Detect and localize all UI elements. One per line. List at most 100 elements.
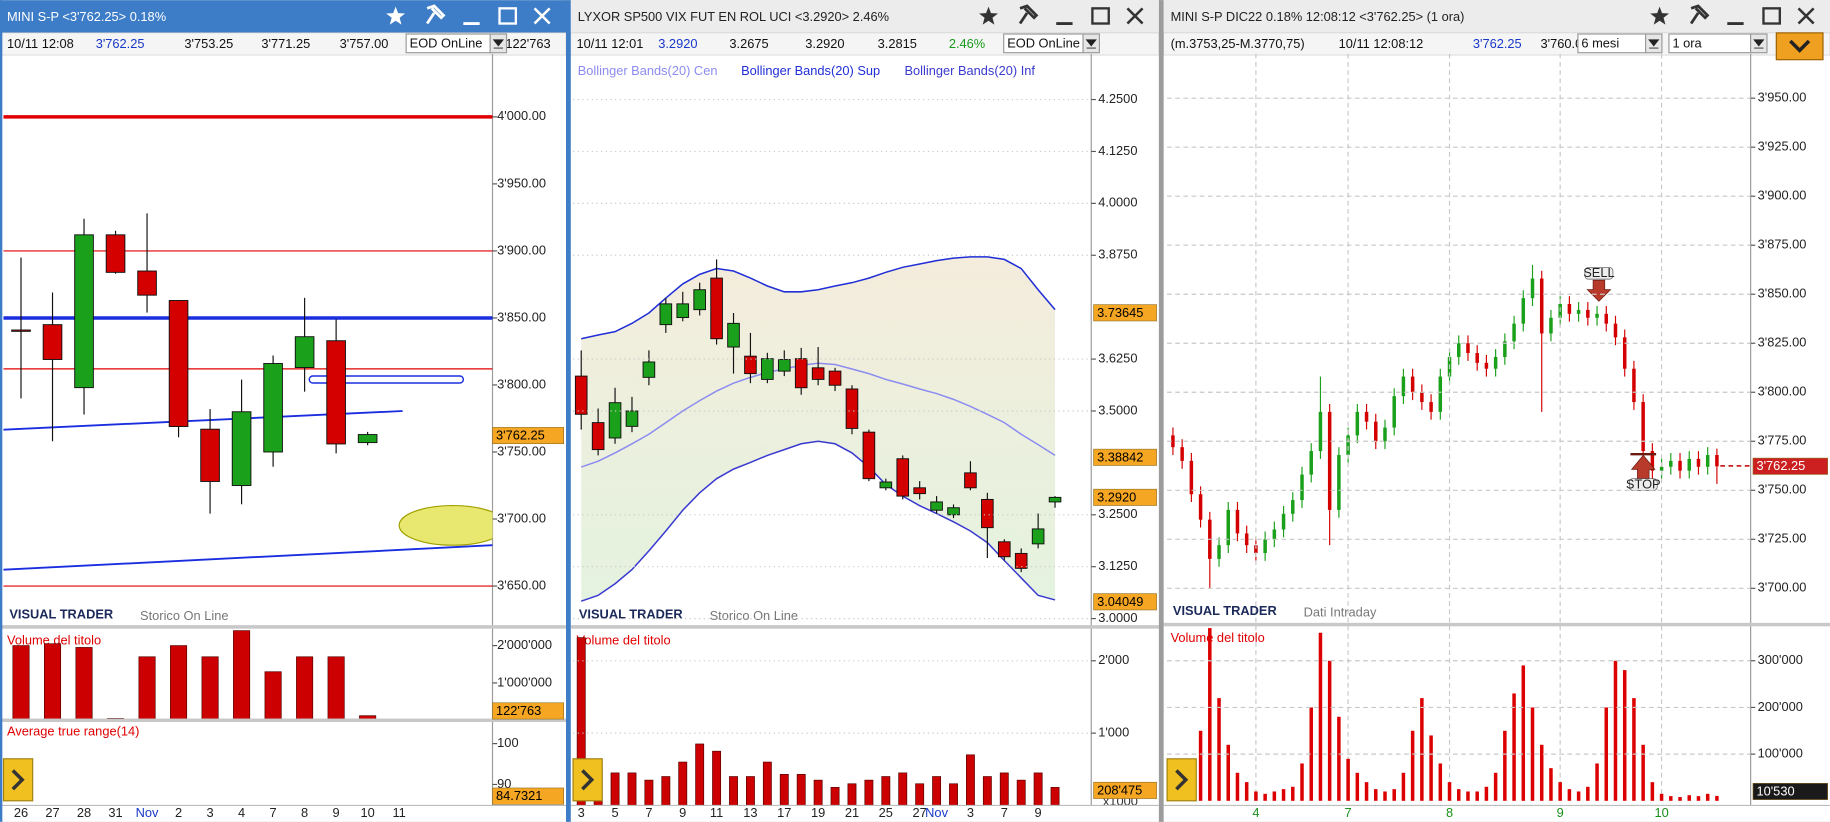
volume-bar (43, 643, 62, 721)
x-tick-label: 8 (301, 805, 308, 820)
volume-bar (1456, 789, 1461, 801)
selector-arrow[interactable] (1753, 39, 1765, 49)
candle-body (862, 431, 876, 480)
volume-bar (1392, 789, 1396, 801)
candle-body (1217, 545, 1221, 559)
maximize-icon[interactable] (1762, 7, 1781, 25)
volume-bar (1272, 791, 1277, 801)
selector-value[interactable]: 1 ora (1672, 35, 1702, 50)
volume-bar (1475, 791, 1479, 801)
tools-icon[interactable] (425, 4, 446, 25)
volume-bar (1576, 791, 1581, 801)
volume-bar (1530, 707, 1535, 801)
window-left-border (0, 0, 3, 822)
info-field: 10/11 12:01 (577, 36, 644, 51)
volume-bar (327, 656, 345, 721)
volume-bar (12, 645, 30, 721)
scroll-button[interactable] (572, 758, 603, 802)
candle-body (1549, 317, 1553, 334)
volume-bar (1705, 793, 1710, 801)
selector-value[interactable]: EOD OnLine (1007, 35, 1080, 50)
candle-body (1254, 545, 1258, 554)
candle-body (794, 358, 808, 389)
selector-arrow[interactable] (1648, 39, 1660, 49)
info-field: 10/11 12:08:12 (1339, 36, 1424, 51)
favorite-icon[interactable] (979, 6, 998, 25)
expand-chevron[interactable] (1789, 39, 1811, 53)
volume-bar (1346, 758, 1350, 801)
volume-bar (1291, 786, 1295, 801)
info-field: 3.2675 (729, 36, 768, 51)
candle-body (200, 428, 220, 482)
y-tick-label: 3.6250 (1098, 350, 1137, 365)
candle-body (1410, 376, 1415, 393)
x-tick-label: 4 (1252, 805, 1259, 820)
volume-bar (796, 774, 806, 806)
scroll-chevron[interactable] (11, 769, 25, 791)
volume-bar (1539, 744, 1544, 801)
candle-body (1539, 278, 1544, 334)
favorite-icon[interactable] (1650, 6, 1670, 25)
close-icon[interactable] (533, 7, 551, 25)
candle-body (1235, 509, 1240, 534)
candle-body (1244, 533, 1249, 546)
chart-window: LYXOR SP500 VIX FUT EN ROL UCI <3.2920> … (570, 0, 1160, 822)
volume-bar (813, 779, 823, 806)
tools-icon[interactable] (1018, 4, 1039, 25)
x-tick-label: 2 (175, 805, 182, 820)
tools-icon[interactable] (1689, 4, 1710, 25)
candle-body (642, 361, 656, 378)
candle-body (1392, 396, 1396, 428)
x-tick-label: 3 (207, 805, 214, 820)
info-field: 2.46% (949, 36, 985, 51)
volume-bar (1337, 716, 1341, 801)
volume-bar (1438, 763, 1443, 801)
window-title: LYXOR SP500 VIX FUT EN ROL UCI <3.2920> … (578, 9, 889, 24)
candle-body (1669, 460, 1673, 467)
favorite-icon[interactable] (386, 6, 406, 25)
brand-subtitle: Storico On Line (710, 608, 798, 623)
candle-body (1493, 356, 1498, 369)
x-tick-label: 10 (1654, 805, 1668, 820)
last-value-label: 3'762.25 (496, 428, 545, 443)
selector-arrow[interactable] (1085, 39, 1097, 49)
candle-body (1327, 411, 1332, 510)
candle-body (1401, 376, 1406, 397)
scroll-chevron[interactable] (581, 769, 595, 791)
close-icon[interactable] (1126, 7, 1144, 25)
close-icon[interactable] (1797, 7, 1815, 25)
volume-bar (1300, 763, 1304, 801)
x-tick-label: 19 (811, 805, 825, 820)
x-tick-label: 17 (777, 805, 791, 820)
y-tick-label: 3'700.00 (1758, 580, 1807, 595)
candle-body (1687, 458, 1691, 471)
last-value-tag (1093, 488, 1157, 506)
candle-body (1374, 421, 1378, 442)
volume-bar (898, 772, 908, 806)
y-tick-label: 3'725.00 (1758, 531, 1807, 546)
candle-body (1650, 451, 1655, 471)
candle-body (1678, 460, 1682, 471)
selector-arrow[interactable] (492, 39, 504, 49)
scroll-button[interactable] (2, 758, 34, 802)
volume-bar (1327, 660, 1332, 801)
pane-separator (0, 625, 567, 629)
last-value-tag (492, 787, 564, 805)
volume-bar (779, 774, 789, 806)
scroll-button[interactable] (1166, 758, 1197, 802)
price-plot (1171, 264, 1719, 589)
band-line (580, 440, 1056, 602)
selector-value[interactable]: EOD OnLine (410, 35, 483, 50)
candle-body (1438, 376, 1443, 412)
brand: VISUAL TRADER (1173, 603, 1277, 618)
volume-bar (1364, 782, 1369, 801)
y-tick-label: 90 (497, 776, 511, 791)
expand-button[interactable] (1775, 32, 1824, 61)
candle-body (777, 359, 791, 372)
maximize-icon[interactable] (1091, 7, 1110, 25)
scroll-chevron[interactable] (1175, 769, 1189, 791)
maximize-icon[interactable] (498, 7, 518, 25)
volume-bar (746, 776, 755, 806)
brand-subtitle: Dati Intraday (1304, 604, 1377, 619)
selector-value[interactable]: 6 mesi (1581, 35, 1619, 50)
